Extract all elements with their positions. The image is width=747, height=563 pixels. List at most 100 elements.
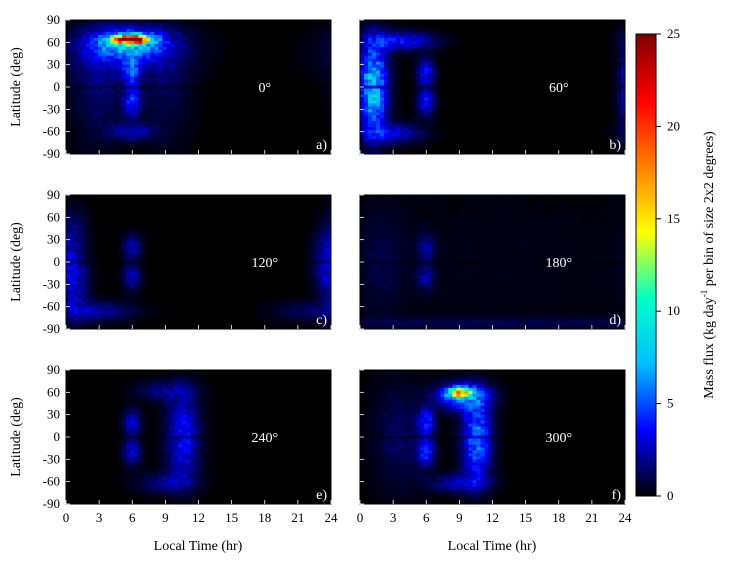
heatmap-cell: [396, 76, 401, 80]
heatmap-cell: [380, 215, 385, 220]
heatmap-cell: [158, 64, 163, 68]
heatmap-cell: [440, 97, 445, 101]
heatmap-cell: [372, 55, 377, 60]
heatmap-cell: [94, 115, 99, 119]
heatmap-cell: [612, 49, 618, 54]
heatmap-cell: [318, 91, 324, 95]
heatmap-cell: [78, 133, 83, 137]
heatmap-cell: [134, 139, 139, 143]
heatmap-cell: [360, 195, 365, 199]
heatmap-cell: [376, 58, 381, 63]
heatmap-cell: [94, 251, 99, 255]
heatmap-cell: [90, 22, 95, 27]
heatmap-cell: [588, 218, 594, 223]
heatmap-cell: [134, 245, 139, 249]
heatmap-cell: [620, 70, 626, 74]
heatmap-cell: [126, 148, 131, 152]
heatmap-cell: [306, 299, 312, 303]
heatmap-cell: [436, 70, 441, 74]
heatmap-cell: [86, 64, 91, 68]
heatmap-cell: [460, 227, 465, 232]
heatmap-cell: [158, 28, 163, 33]
heatmap-cell: [294, 58, 300, 63]
heatmap-cell: [66, 212, 71, 217]
heatmap-cell: [190, 43, 195, 48]
heatmap-cell: [302, 311, 308, 315]
heatmap-cell: [368, 31, 373, 36]
heatmap-cell: [388, 73, 393, 77]
heatmap-cell: [98, 151, 103, 155]
heatmap-cell: [396, 97, 401, 101]
heatmap-cell: [428, 70, 433, 74]
heatmap-cell: [552, 230, 558, 235]
heatmap-cell: [302, 58, 308, 63]
heatmap-cell: [310, 281, 316, 285]
heatmap-cell: [360, 64, 365, 68]
heatmap-cell: [620, 34, 626, 39]
heatmap-cell: [174, 46, 179, 51]
heatmap-cell: [400, 103, 405, 107]
heatmap-cell: [528, 206, 534, 211]
heatmap-cell: [118, 91, 123, 95]
heatmap-cell: [78, 248, 83, 252]
heatmap-cell: [432, 206, 437, 211]
heatmap-cell: [146, 40, 151, 45]
heatmap-cell: [408, 139, 413, 143]
heatmap-cell: [472, 203, 477, 208]
heatmap-cell: [302, 52, 308, 57]
heatmap-cell: [106, 148, 111, 152]
heatmap-cell: [592, 215, 598, 220]
heatmap-cell: [98, 124, 103, 128]
heatmap-cell: [396, 115, 401, 119]
heatmap-cell: [496, 200, 501, 205]
heatmap-cell: [170, 151, 175, 155]
heatmap-cell: [286, 31, 292, 36]
heatmap-cell: [380, 28, 385, 33]
heatmap-cell: [266, 317, 272, 321]
heatmap-cell: [202, 55, 207, 60]
heatmap-cell: [174, 52, 179, 57]
heatmap-cell: [190, 79, 195, 83]
y-tick-label: -60: [43, 299, 60, 314]
heatmap-cell: [138, 115, 143, 119]
heatmap-cell: [612, 79, 618, 83]
heatmap-cell: [592, 206, 598, 211]
heatmap-cell: [74, 91, 79, 95]
heatmap-cell: [318, 269, 324, 273]
heatmap-cell: [532, 195, 538, 199]
heatmap-cell: [150, 52, 155, 57]
heatmap-cell: [400, 130, 405, 134]
heatmap-cell: [412, 133, 417, 137]
heatmap-cell: [416, 76, 421, 80]
heatmap-cell: [444, 195, 449, 199]
heatmap-cell: [74, 112, 79, 116]
heatmap-cell: [162, 82, 167, 86]
heatmap-cell: [440, 130, 445, 134]
heatmap-cell: [66, 248, 71, 252]
heatmap-cell: [548, 221, 554, 226]
heatmap-cell: [380, 206, 385, 211]
heatmap-cell: [428, 203, 433, 208]
heatmap-cell: [468, 215, 473, 220]
heatmap-cell: [452, 221, 457, 226]
heatmap-cell: [130, 224, 135, 229]
heatmap-cell: [548, 195, 554, 199]
heatmap-cell: [226, 64, 231, 68]
heatmap-cell: [368, 215, 373, 220]
heatmap-cell: [166, 127, 171, 131]
heatmap-cell: [432, 94, 437, 98]
heatmap-cell: [432, 28, 437, 33]
heatmap-cell: [194, 124, 199, 128]
heatmap-cell: [150, 308, 155, 312]
heatmap-cell: [286, 49, 292, 54]
heatmap-cell: [556, 195, 562, 199]
heatmap-cell: [380, 151, 385, 155]
heatmap-cell: [106, 145, 111, 149]
heatmap-cell: [66, 49, 71, 54]
heatmap-cell: [74, 242, 79, 246]
heatmap-cell: [94, 290, 99, 294]
heatmap-cell: [182, 79, 187, 83]
heatmap-cell: [612, 212, 618, 217]
heatmap-cell: [186, 76, 191, 80]
heatmap-cell: [90, 145, 95, 149]
